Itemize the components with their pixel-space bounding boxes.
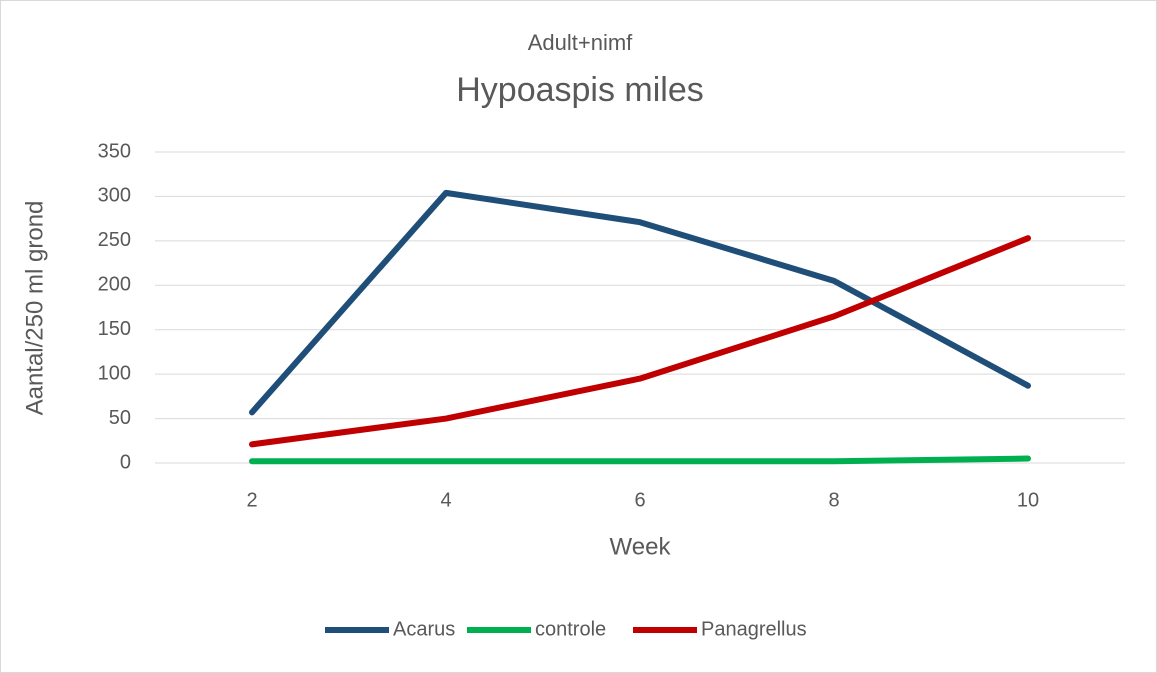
y-tick-label: 150 bbox=[98, 318, 131, 340]
y-tick-label: 250 bbox=[98, 229, 131, 251]
x-tick-label: 6 bbox=[634, 489, 645, 511]
line-series bbox=[249, 235, 1031, 448]
legend-label: controle bbox=[535, 618, 606, 640]
legend-label: Acarus bbox=[393, 618, 455, 640]
x-axis-label: Week bbox=[610, 533, 672, 560]
chart-title: Hypoaspis miles bbox=[456, 71, 704, 109]
line-series bbox=[249, 189, 1031, 416]
y-tick-label: 0 bbox=[120, 451, 131, 473]
x-tick-label: 2 bbox=[246, 489, 257, 511]
y-tick-label: 100 bbox=[98, 362, 131, 384]
x-tick-label: 8 bbox=[828, 489, 839, 511]
x-tick-label: 4 bbox=[440, 489, 451, 511]
line-series bbox=[249, 455, 1031, 465]
y-tick-label: 300 bbox=[98, 185, 131, 207]
chart-subtitle: Adult+nimf bbox=[528, 30, 633, 55]
y-tick-label: 200 bbox=[98, 274, 131, 296]
x-tick-label: 10 bbox=[1017, 489, 1039, 511]
legend-label: Panagrellus bbox=[701, 618, 807, 640]
y-axis-label: Aantal/250 ml grond bbox=[21, 201, 48, 416]
y-tick-label: 50 bbox=[109, 407, 131, 429]
y-tick-label: 350 bbox=[98, 140, 131, 162]
